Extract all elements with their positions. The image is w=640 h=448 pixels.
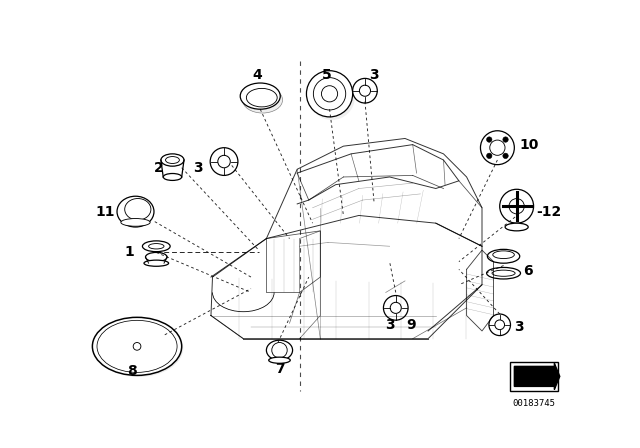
Text: 3: 3	[385, 318, 394, 332]
Circle shape	[489, 314, 511, 336]
Ellipse shape	[145, 252, 167, 262]
Ellipse shape	[143, 241, 170, 252]
Circle shape	[495, 320, 504, 330]
Circle shape	[481, 131, 515, 165]
Ellipse shape	[243, 87, 283, 113]
Text: 4: 4	[252, 69, 262, 82]
Ellipse shape	[94, 319, 183, 377]
Circle shape	[390, 302, 401, 314]
Circle shape	[308, 74, 355, 120]
Text: 00183745: 00183745	[513, 399, 556, 408]
Ellipse shape	[161, 154, 184, 166]
Text: 7: 7	[275, 362, 285, 376]
Circle shape	[383, 296, 408, 320]
Text: 5: 5	[321, 69, 332, 82]
Ellipse shape	[240, 83, 280, 109]
Ellipse shape	[121, 219, 150, 226]
Circle shape	[210, 148, 238, 176]
Text: -12: -12	[536, 205, 562, 219]
Text: 2: 2	[154, 161, 163, 175]
Ellipse shape	[92, 317, 182, 375]
Ellipse shape	[144, 260, 168, 266]
Text: 11: 11	[95, 205, 115, 219]
Circle shape	[218, 155, 230, 168]
Text: 9: 9	[406, 318, 416, 332]
Circle shape	[490, 140, 505, 155]
Circle shape	[307, 71, 353, 117]
Text: 1: 1	[124, 246, 134, 259]
Circle shape	[353, 78, 378, 103]
Text: 10: 10	[519, 138, 539, 151]
Ellipse shape	[488, 250, 520, 263]
Text: 3: 3	[514, 320, 524, 334]
Circle shape	[360, 85, 371, 96]
Circle shape	[503, 137, 508, 142]
Ellipse shape	[117, 196, 154, 227]
Ellipse shape	[266, 340, 292, 360]
Polygon shape	[515, 363, 560, 389]
Text: 3: 3	[369, 69, 379, 82]
Circle shape	[486, 137, 492, 142]
Ellipse shape	[486, 267, 520, 279]
Circle shape	[486, 153, 492, 159]
Text: 3: 3	[193, 161, 203, 175]
Ellipse shape	[163, 173, 182, 181]
Bar	[511, 362, 558, 391]
Text: 8: 8	[127, 364, 136, 378]
Ellipse shape	[505, 223, 528, 231]
Ellipse shape	[269, 357, 291, 363]
Circle shape	[500, 189, 534, 223]
Text: 6: 6	[524, 264, 533, 278]
Circle shape	[503, 153, 508, 159]
